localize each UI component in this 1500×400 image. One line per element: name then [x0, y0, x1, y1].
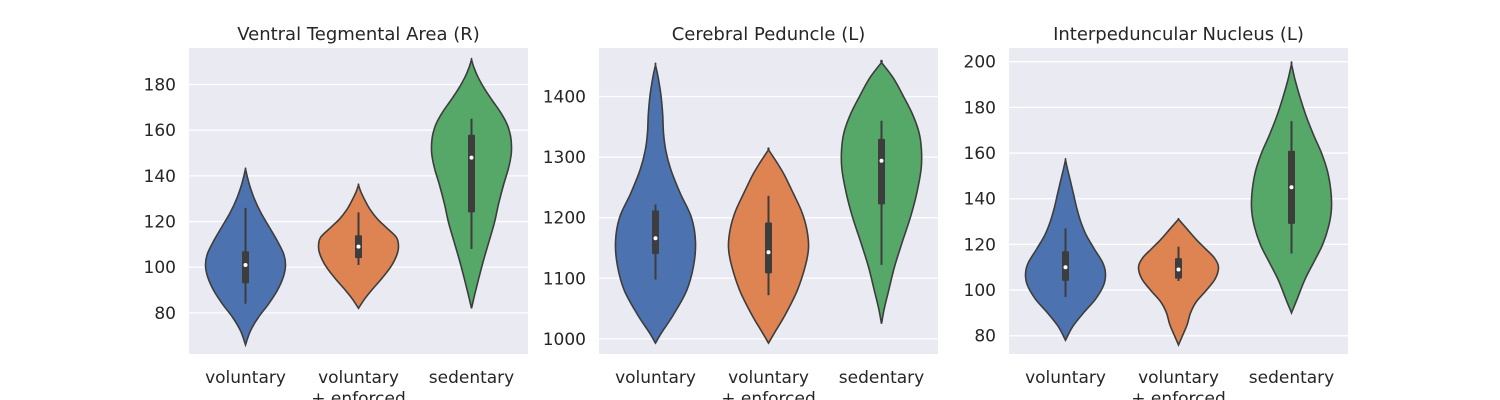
y-tick-label: 180: [144, 76, 176, 96]
x-tick-label: sedentary: [1249, 368, 1334, 388]
y-tick-label: 1400: [543, 87, 586, 107]
iqr-box: [652, 210, 659, 255]
chart-panel-1: 80 100 120 140 160 180 Ventral Tegmental Area …: [144, 24, 528, 400]
y-tick-label: 140: [964, 190, 996, 210]
panel-title: Interpeduncular Nucleus (L): [1053, 24, 1304, 45]
violin-2: [1137, 217, 1220, 347]
panel-title: Ventral Tegmental Area (R): [237, 24, 480, 45]
y-tick-label: 100: [144, 258, 176, 278]
median-marker: [469, 155, 474, 160]
x-tick-label: sedentary: [429, 368, 514, 388]
y-tick-label: 80: [974, 327, 996, 347]
y-tick-label: 1100: [543, 269, 586, 289]
y-tick-label: 120: [964, 235, 996, 255]
median-marker: [243, 262, 248, 267]
median-marker: [1063, 265, 1068, 270]
violin-1: [614, 62, 697, 345]
iqr-box: [765, 222, 772, 274]
median-marker: [356, 244, 361, 249]
x-tick-label: sedentary: [839, 368, 924, 388]
y-tick-label: 180: [964, 98, 996, 118]
x-tick-label: voluntary + enforced: [1131, 368, 1225, 400]
chart-panel-3: 80 100 120 140 160 180 200 Interpeduncular Nucl…: [964, 24, 1348, 400]
median-marker: [766, 250, 771, 255]
y-tick-label: 1000: [543, 330, 586, 350]
y-tick-label: 100: [964, 281, 996, 301]
x-tick-label: voluntary: [615, 368, 696, 388]
x-tick-label: voluntary: [205, 368, 286, 388]
median-marker: [653, 236, 658, 241]
iqr-box: [242, 251, 249, 284]
y-tick-label: 200: [964, 53, 996, 73]
y-tick-label: 80: [154, 304, 176, 324]
median-marker: [1289, 185, 1294, 190]
y-tick-label: 1200: [543, 209, 586, 229]
iqr-box: [468, 134, 475, 213]
y-tick-label: 140: [144, 167, 176, 187]
median-marker: [879, 158, 884, 163]
x-tick-label: voluntary + enforced: [721, 368, 815, 400]
x-tick-label: voluntary: [1025, 368, 1106, 388]
y-tick-label: 1300: [543, 148, 586, 168]
y-tick-label: 160: [144, 121, 176, 141]
y-tick-label: 120: [144, 213, 176, 233]
x-tick-label: voluntary + enforced: [311, 368, 405, 400]
y-tick-label: 160: [964, 144, 996, 164]
chart-panel-2: 1000 1100 1200 1300 1400 Cerebral Peduncle (L…: [543, 24, 938, 400]
iqr-box: [878, 138, 885, 205]
median-marker: [1176, 267, 1181, 272]
panel-title: Cerebral Peduncle (L): [672, 24, 866, 45]
